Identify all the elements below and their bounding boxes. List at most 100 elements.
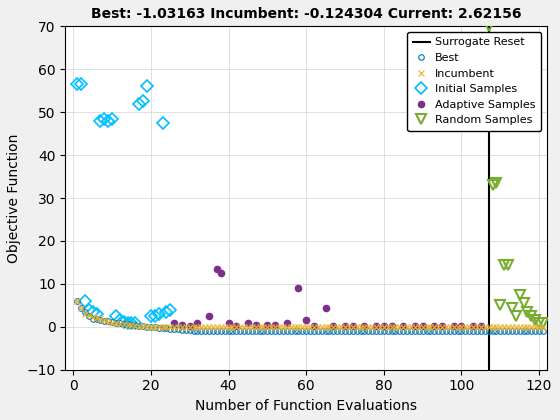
- Best: [540, 329, 547, 334]
- Initial Samples: [147, 314, 154, 319]
- Adaptive Samples: [253, 322, 259, 327]
- Initial Samples: [151, 314, 158, 319]
- Initial Samples: [159, 121, 166, 126]
- Adaptive Samples: [233, 323, 240, 328]
- Initial Samples: [116, 318, 123, 323]
- Best: [74, 299, 81, 304]
- Random Samples: [512, 314, 519, 319]
- Random Samples: [489, 183, 496, 188]
- Initial Samples: [132, 321, 139, 326]
- Incumbent: [120, 322, 127, 327]
- Adaptive Samples: [470, 323, 477, 328]
- Adaptive Samples: [194, 321, 201, 326]
- Line: Best: Best: [74, 298, 546, 334]
- Best: [369, 329, 376, 334]
- Adaptive Samples: [217, 270, 224, 276]
- Adaptive Samples: [478, 323, 484, 328]
- Initial Samples: [86, 307, 92, 312]
- Initial Samples: [120, 319, 127, 324]
- Random Samples: [540, 321, 547, 326]
- Line: Adaptive Samples: Adaptive Samples: [171, 266, 484, 329]
- Random Samples: [536, 320, 543, 325]
- Initial Samples: [78, 82, 85, 87]
- Line: Random Samples: Random Samples: [488, 178, 548, 328]
- Adaptive Samples: [373, 323, 380, 328]
- Adaptive Samples: [272, 322, 278, 327]
- Adaptive Samples: [303, 318, 310, 323]
- Initial Samples: [74, 82, 81, 87]
- Incumbent: [276, 325, 282, 330]
- Initial Samples: [82, 299, 88, 304]
- Adaptive Samples: [322, 305, 329, 310]
- Best: [183, 328, 189, 333]
- Adaptive Samples: [295, 286, 302, 291]
- Adaptive Samples: [458, 323, 465, 328]
- Adaptive Samples: [412, 323, 418, 328]
- Random Samples: [532, 318, 539, 323]
- Incumbent: [369, 325, 376, 330]
- Adaptive Samples: [388, 323, 395, 328]
- Best: [512, 329, 519, 334]
- Adaptive Samples: [342, 323, 348, 328]
- Best: [276, 329, 282, 334]
- Initial Samples: [163, 309, 170, 314]
- Initial Samples: [113, 314, 119, 319]
- Incumbent: [186, 325, 193, 330]
- Initial Samples: [155, 312, 162, 317]
- Initial Samples: [128, 320, 135, 325]
- Initial Samples: [89, 309, 96, 314]
- Adaptive Samples: [213, 266, 220, 271]
- Initial Samples: [140, 99, 147, 104]
- Initial Samples: [167, 307, 174, 312]
- Surrogate Reset: [486, 320, 492, 325]
- Adaptive Samples: [225, 321, 232, 326]
- Adaptive Samples: [438, 323, 445, 328]
- Y-axis label: Objective Function: Objective Function: [7, 133, 21, 263]
- Adaptive Samples: [206, 314, 212, 319]
- Initial Samples: [109, 116, 115, 121]
- Adaptive Samples: [380, 323, 387, 328]
- Adaptive Samples: [349, 323, 356, 328]
- Adaptive Samples: [283, 321, 290, 326]
- Adaptive Samples: [431, 323, 438, 328]
- Surrogate Reset: [486, 324, 492, 329]
- Random Samples: [493, 181, 500, 186]
- Initial Samples: [124, 320, 131, 325]
- Adaptive Samples: [186, 323, 193, 328]
- Initial Samples: [143, 84, 150, 89]
- Adaptive Samples: [171, 320, 178, 325]
- Legend: Surrogate Reset, Best, Incumbent, Initial Samples, Adaptive Samples, Random Samp: Surrogate Reset, Best, Incumbent, Initia…: [408, 32, 542, 131]
- Line: Incumbent: Incumbent: [74, 298, 546, 330]
- Random Samples: [520, 301, 527, 306]
- Adaptive Samples: [311, 323, 318, 328]
- Random Samples: [501, 262, 507, 267]
- Incumbent: [540, 325, 547, 330]
- Adaptive Samples: [245, 321, 251, 326]
- Incumbent: [392, 325, 399, 330]
- Incumbent: [74, 299, 81, 304]
- Adaptive Samples: [419, 323, 426, 328]
- Best: [392, 329, 399, 334]
- Initial Samples: [136, 101, 143, 106]
- Best: [120, 321, 127, 326]
- Initial Samples: [93, 312, 100, 317]
- Random Samples: [508, 305, 515, 310]
- Title: Best: -1.03163 Incumbent: -0.124304 Current: 2.62156: Best: -1.03163 Incumbent: -0.124304 Curr…: [91, 7, 521, 21]
- Random Samples: [505, 262, 511, 267]
- Adaptive Samples: [361, 323, 368, 328]
- Adaptive Samples: [330, 323, 337, 328]
- Random Samples: [516, 292, 523, 297]
- X-axis label: Number of Function Evaluations: Number of Function Evaluations: [195, 399, 417, 413]
- Adaptive Samples: [450, 323, 457, 328]
- Best: [198, 329, 205, 334]
- Incumbent: [151, 325, 158, 330]
- Adaptive Samples: [264, 322, 270, 327]
- Random Samples: [528, 314, 535, 319]
- Initial Samples: [105, 118, 111, 123]
- Random Samples: [524, 309, 531, 314]
- Incumbent: [512, 325, 519, 330]
- Random Samples: [497, 303, 503, 308]
- Initial Samples: [97, 118, 104, 123]
- Adaptive Samples: [400, 323, 407, 328]
- Initial Samples: [101, 116, 108, 121]
